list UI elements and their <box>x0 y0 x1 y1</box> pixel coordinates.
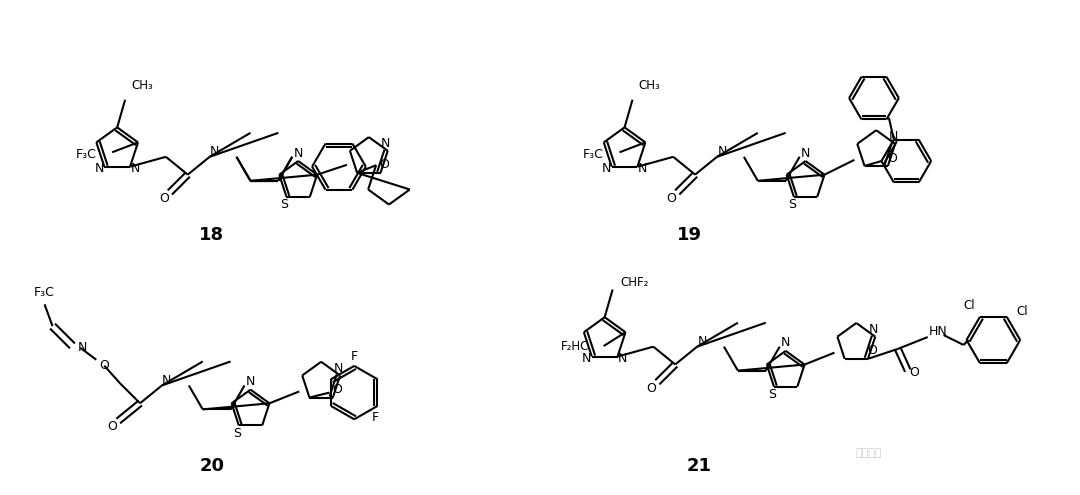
Text: N: N <box>801 147 810 159</box>
Text: CH₃: CH₃ <box>131 79 153 92</box>
Text: O: O <box>867 345 877 357</box>
Text: 现代农药: 现代农药 <box>855 447 881 458</box>
Text: N: N <box>698 335 706 348</box>
Text: Cl: Cl <box>963 298 975 311</box>
Text: 18: 18 <box>199 226 225 244</box>
Text: N: N <box>131 162 139 175</box>
Text: S: S <box>788 198 796 211</box>
Text: F₃C: F₃C <box>583 148 604 161</box>
Text: 21: 21 <box>687 456 712 475</box>
Text: N: N <box>162 374 172 387</box>
Text: O: O <box>159 192 168 205</box>
Text: N: N <box>381 138 391 150</box>
Text: O: O <box>909 366 919 379</box>
Text: N: N <box>868 323 878 336</box>
Text: N: N <box>637 162 647 175</box>
Text: N: N <box>78 342 87 354</box>
Text: N: N <box>889 131 897 144</box>
Text: N: N <box>210 146 219 158</box>
Text: F₃C: F₃C <box>35 286 55 299</box>
Text: O: O <box>379 158 390 171</box>
Text: 20: 20 <box>199 456 225 475</box>
Text: HN: HN <box>929 325 947 338</box>
Text: O: O <box>887 151 896 164</box>
Text: N: N <box>582 352 592 365</box>
Text: S: S <box>281 198 288 211</box>
Text: Cl: Cl <box>1016 305 1028 318</box>
Text: CH₃: CH₃ <box>638 79 660 92</box>
Text: N: N <box>334 362 342 375</box>
Text: N: N <box>95 162 104 175</box>
Text: N: N <box>781 337 791 349</box>
Text: N: N <box>246 375 255 388</box>
Text: S: S <box>768 388 775 401</box>
Text: 19: 19 <box>677 226 702 244</box>
Text: CHF₂: CHF₂ <box>621 276 649 289</box>
Text: F: F <box>351 349 357 362</box>
Text: F₂HC: F₂HC <box>562 340 590 352</box>
Text: N: N <box>717 146 727 158</box>
Text: F₃C: F₃C <box>76 148 96 161</box>
Text: N: N <box>618 352 627 365</box>
Text: S: S <box>233 427 241 440</box>
Text: O: O <box>332 383 341 396</box>
Text: O: O <box>666 192 676 205</box>
Text: O: O <box>99 359 109 372</box>
Text: N: N <box>294 147 302 159</box>
Text: O: O <box>647 382 657 395</box>
Text: O: O <box>107 420 117 434</box>
Text: F: F <box>372 411 379 424</box>
Text: N: N <box>602 162 611 175</box>
